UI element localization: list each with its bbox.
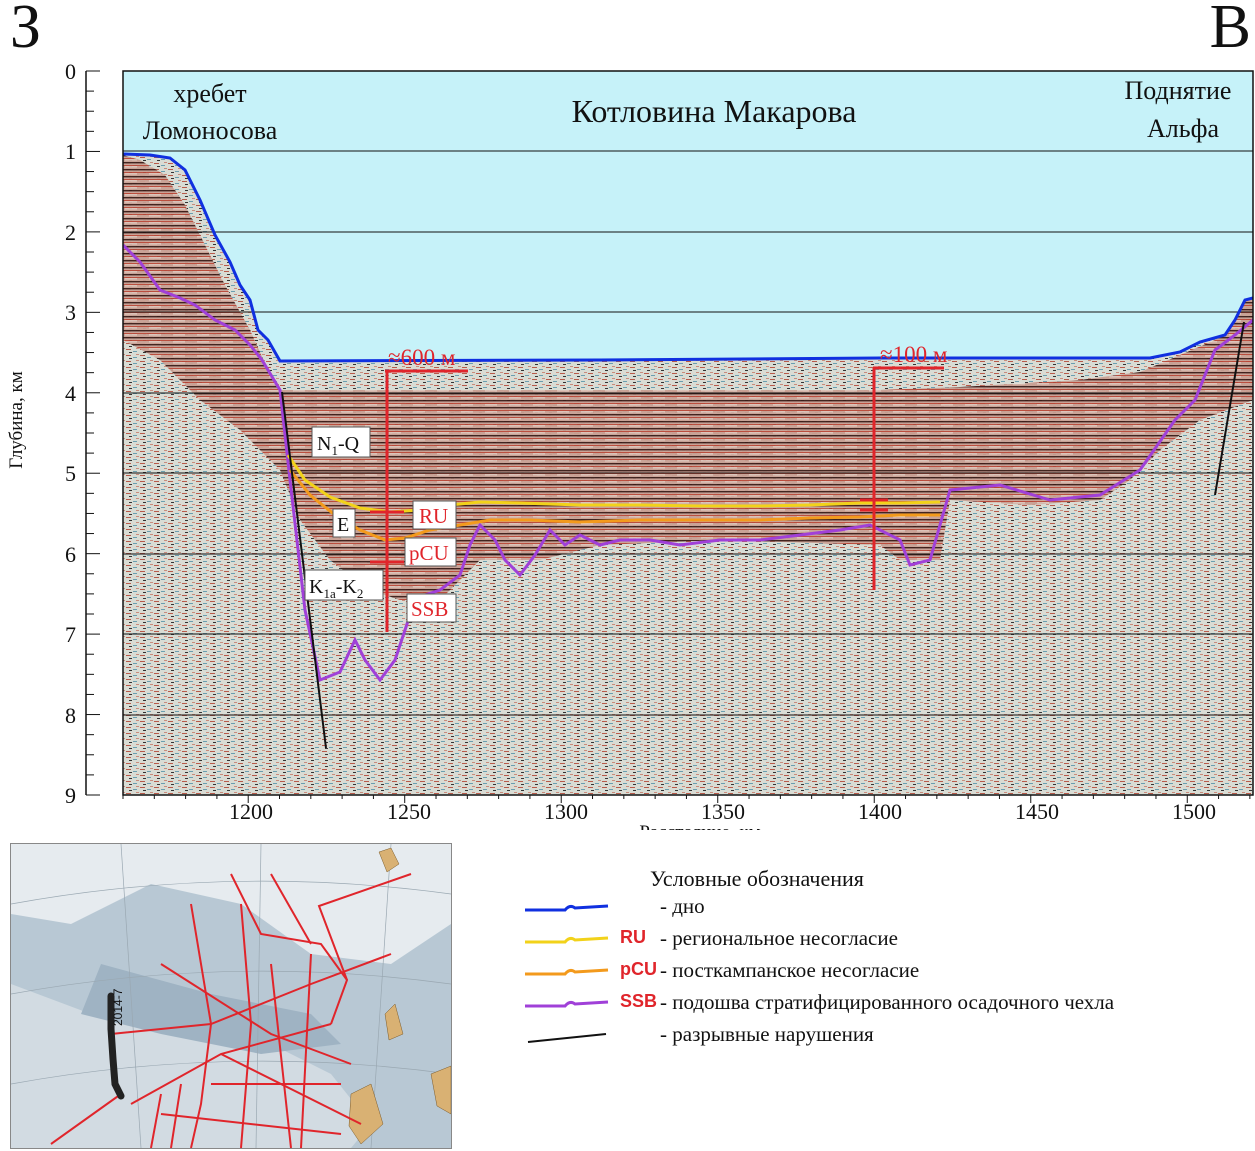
x-tick-label: 1400 <box>858 799 902 824</box>
unit-n1q-label: N1-Q <box>317 433 360 458</box>
fault-line-right <box>1214 321 1245 496</box>
map-relief-ridge <box>11 984 371 1148</box>
x-axis-label: Расстояние, км <box>639 822 760 830</box>
legend-swatch-ru <box>525 936 609 944</box>
map-graticule <box>11 844 451 1148</box>
legend-text: - региональное несогласие <box>660 926 898 950</box>
thickness-label-left: ≈600 м <box>388 345 456 370</box>
y-tick-label: 9 <box>65 783 76 808</box>
legend-item-faults: - разрывные нарушения <box>520 1022 1240 1050</box>
seafloor-line <box>123 152 1253 363</box>
y-tick-label: 4 <box>65 381 76 406</box>
y-tick-label: 3 <box>65 300 76 325</box>
profile-2014-7-track <box>107 992 125 1100</box>
legend-code: pCU <box>620 959 657 979</box>
region-lomonosov-line2: Ломоносова <box>143 116 278 145</box>
region-lomonosov-line1: хребет <box>173 79 246 108</box>
unit-k-box <box>304 569 384 601</box>
water-column <box>123 71 1253 361</box>
ssb-label: SSB <box>411 597 448 621</box>
region-alpha-line2: Альфа <box>1147 114 1219 143</box>
x-tick-label: 1200 <box>229 799 273 824</box>
legend-title: Условные обозначения <box>650 866 864 891</box>
y-minor-ticks <box>86 70 100 796</box>
legend: Условные обозначения - дно RU - регионал… <box>520 866 1240 1066</box>
y-tick-label: 8 <box>65 703 76 728</box>
x-tick-label: 1250 <box>387 799 431 824</box>
legend-text: - дно <box>660 894 705 918</box>
y-tick-label: 2 <box>65 220 76 245</box>
legend-item-seafloor: - дно <box>520 894 1240 922</box>
legend-item-pcu: pCU - посткампанское несогласие <box>520 958 1240 986</box>
x-tick-label: 1450 <box>1015 799 1059 824</box>
y-tick-labels: 0 1 2 3 4 5 6 7 8 9 <box>65 59 76 808</box>
thickness-label-right: ≈100 м <box>880 342 948 367</box>
legend-text: - подошва стратифицированного осадочного… <box>660 990 1115 1014</box>
y-tick-label: 6 <box>65 542 76 567</box>
x-tick-label: 1350 <box>701 799 745 824</box>
y-tick-label: 7 <box>65 622 76 647</box>
legend-swatch-pcu <box>525 968 609 976</box>
seismic-survey-lines <box>50 873 412 1148</box>
ru-horizon <box>286 454 941 514</box>
fault-line-left <box>281 391 327 749</box>
profile-2014-7-label: 2014-7 <box>111 988 125 1026</box>
location-map: 2014-7 <box>10 843 452 1149</box>
legend-code: SSB <box>620 991 658 1011</box>
unit-e-box <box>332 508 356 538</box>
plot-frame <box>122 70 1254 796</box>
ru-label: RU <box>419 504 448 528</box>
west-direction-label: З <box>10 0 42 61</box>
legend-text: - посткампанское несогласие <box>660 958 920 982</box>
map-relief-shelf <box>11 844 451 964</box>
x-tick-labels: 1200 1250 1300 1350 1400 1450 1500 <box>229 799 1216 824</box>
unit-e-label: E <box>337 514 349 536</box>
pcu-horizon <box>288 469 940 542</box>
legend-item-ru: RU - региональное несогласие <box>520 926 1240 954</box>
unit-n1q-box <box>311 426 371 458</box>
thickness-marker-right <box>860 366 944 590</box>
y-tick-label: 0 <box>65 59 76 84</box>
region-alpha-line1: Поднятие <box>1125 76 1232 105</box>
y-axis-label: Глубина, км <box>6 371 27 468</box>
legend-code: RU <box>620 927 646 947</box>
x-tick-label: 1300 <box>544 799 588 824</box>
y-tick-label: 1 <box>65 139 76 164</box>
map-relief-basin <box>81 964 341 1054</box>
ssb-label-box <box>406 593 457 623</box>
legend-swatch-faults <box>527 1033 607 1043</box>
pcu-label: pCU <box>409 541 449 565</box>
legend-swatch-seafloor <box>525 904 609 912</box>
region-makarov-basin: Котловина Макарова <box>572 93 857 129</box>
x-tick-label: 1500 <box>1172 799 1216 824</box>
ssb-horizon <box>123 243 1253 683</box>
y-tick-label: 5 <box>65 461 76 486</box>
pcu-label-box <box>404 537 457 567</box>
unit-k-label: K1a-K2 <box>309 576 363 601</box>
legend-item-ssb: SSB - подошва стратифицированного осадоч… <box>520 990 1240 1018</box>
legend-swatch-ssb <box>525 1000 609 1008</box>
legend-text: - разрывные нарушения <box>660 1022 874 1046</box>
thickness-marker-left <box>370 369 468 632</box>
x-minor-ticks <box>122 795 1251 803</box>
ru-label-box <box>412 500 457 530</box>
east-direction-label: В <box>1209 0 1251 61</box>
seismic-profile: 0 1 2 3 4 5 6 7 8 9 Глубина, км 1200 125… <box>6 59 1254 830</box>
map-islands <box>348 847 451 1145</box>
